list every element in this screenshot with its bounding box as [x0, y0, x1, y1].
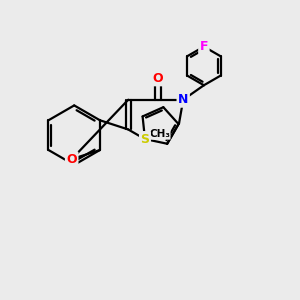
Text: CH₃: CH₃	[149, 129, 170, 139]
Text: F: F	[200, 40, 208, 53]
Text: O: O	[66, 153, 77, 166]
Text: S: S	[140, 133, 149, 146]
Text: N: N	[178, 93, 188, 106]
Text: O: O	[153, 72, 163, 85]
